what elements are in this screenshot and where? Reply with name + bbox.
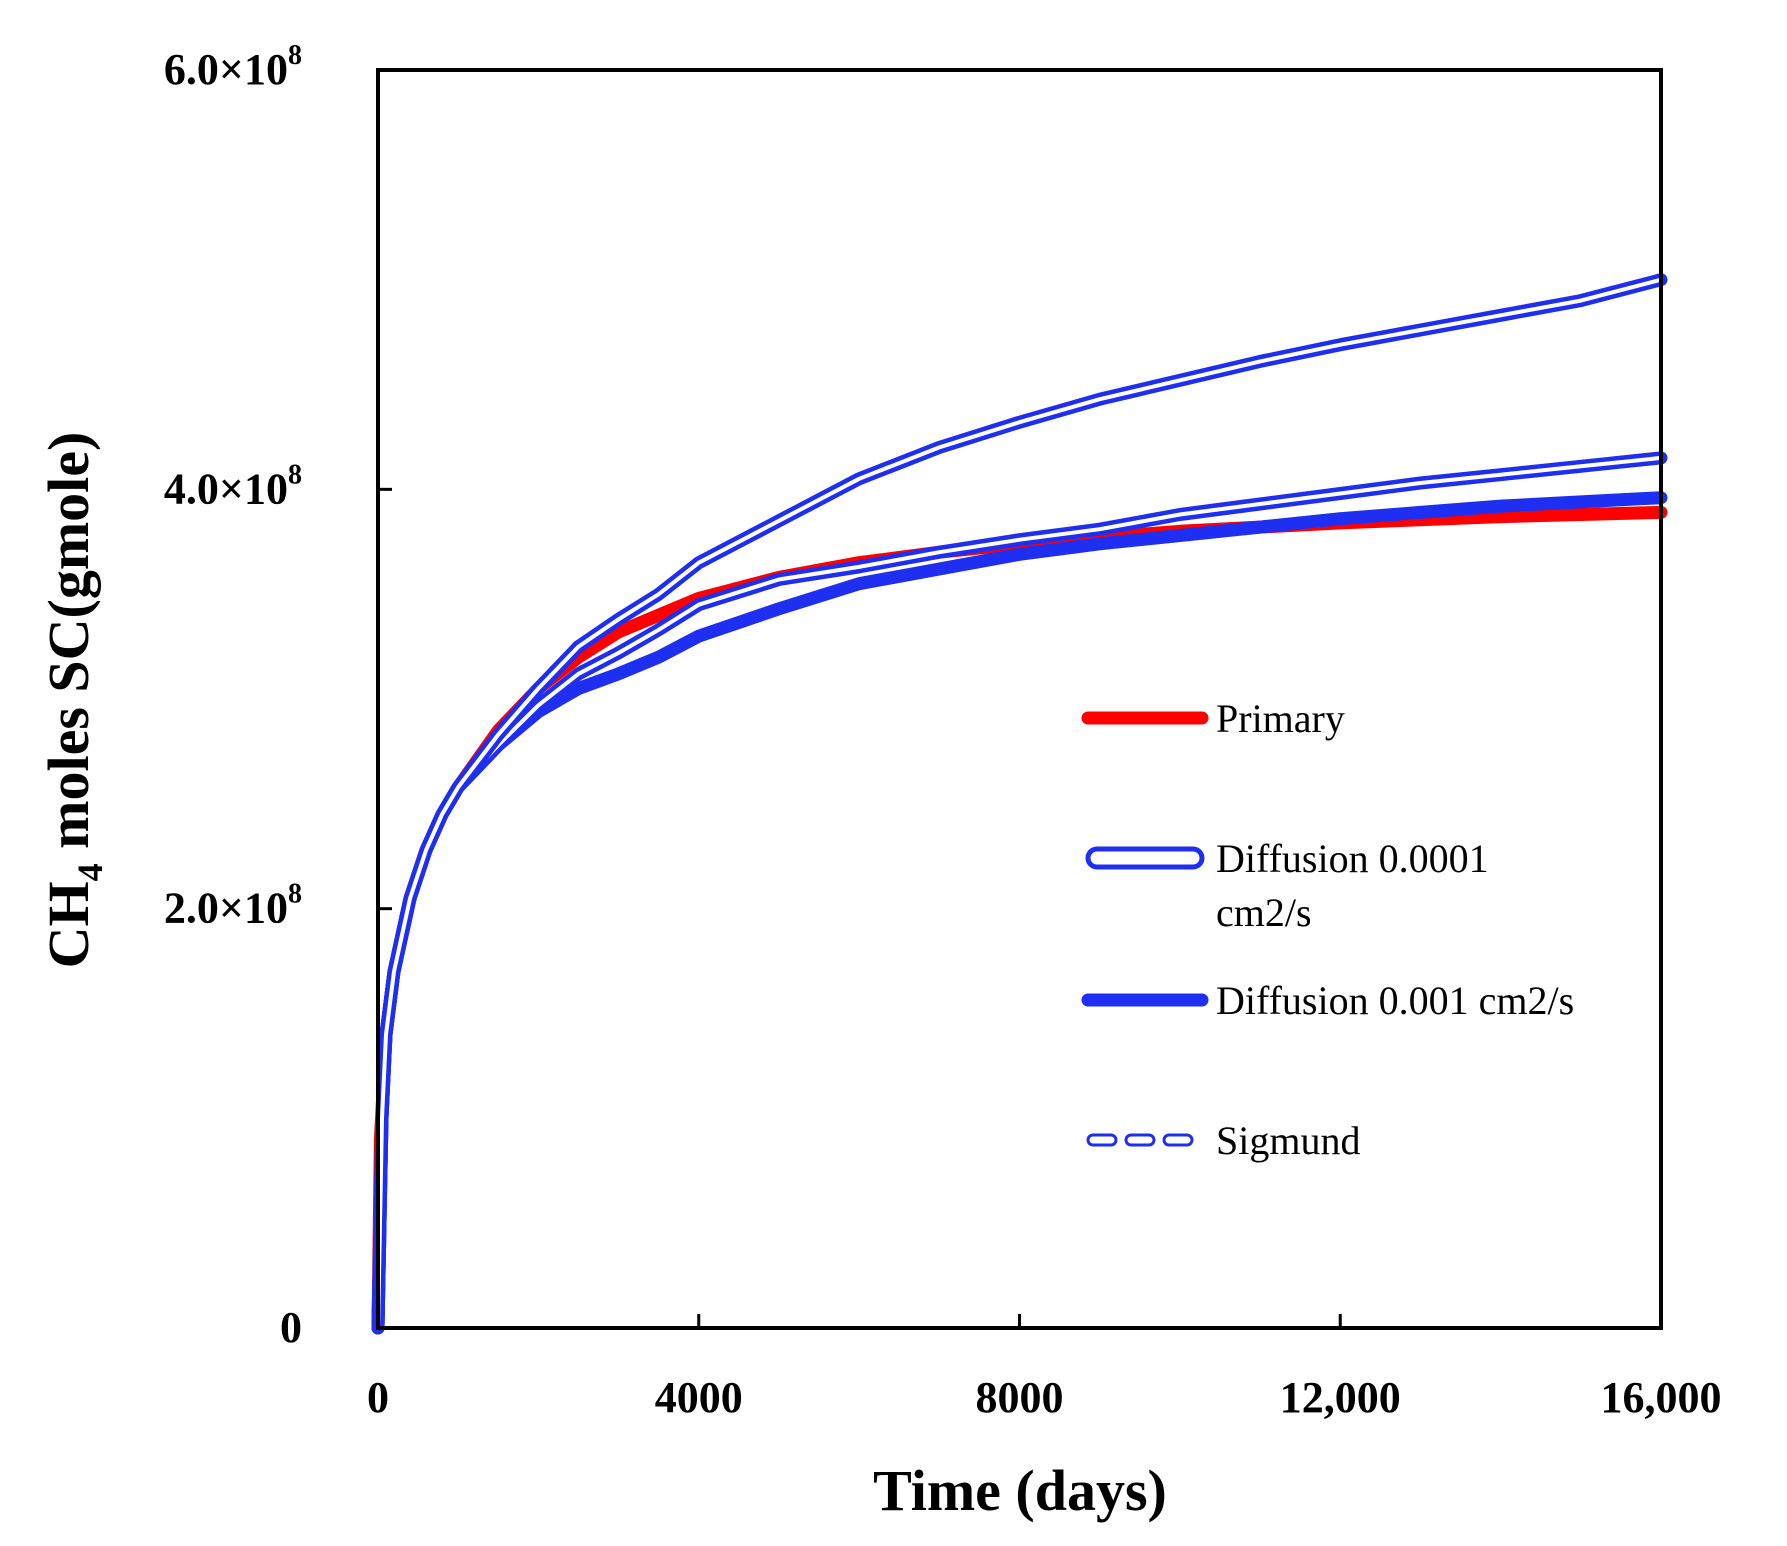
y-tick-label: 4.0×108 — [164, 459, 302, 513]
y-tick-label-exp: 8 — [288, 459, 302, 490]
legend-label: Primary — [1216, 696, 1345, 741]
y-axis-title-base: CH — [36, 881, 101, 968]
legend-label: Sigmund — [1216, 1118, 1360, 1163]
series-line-diffusion-0-001-cm2-s — [371, 491, 1668, 1335]
legend-label: Diffusion 0.0001 cm2/s — [1216, 836, 1489, 935]
y-axis-title: CH4 moles SC(gmole) — [36, 432, 110, 969]
legend-label-line2: cm2/s — [1216, 890, 1312, 935]
legend-label: Diffusion 0.001 cm2/s — [1216, 978, 1574, 1023]
x-tick-label: 0 — [367, 1373, 389, 1422]
y-axis-title-rest: moles SC(gmole) — [36, 432, 101, 864]
x-tick-label: 4000 — [655, 1373, 743, 1422]
legend-swatch — [1124, 1133, 1156, 1147]
y-tick-label-base: 0 — [280, 1303, 302, 1352]
series-line-primary — [371, 505, 1668, 1335]
legend-swatch — [1086, 1133, 1118, 1147]
legend-item: Sigmund — [1086, 1118, 1360, 1163]
legend-swatch — [1085, 846, 1205, 870]
ticks-layer: 0 4000 8000 12,000 16,00002.0×1084.0×1086.0×… — [164, 40, 1722, 1422]
y-tick-label-base: 2.0×10 — [164, 884, 288, 933]
x-tick-label: 16,000 — [1601, 1373, 1722, 1422]
legend-item: Diffusion 0.0001 cm2/s — [1085, 836, 1489, 935]
series-layer — [371, 273, 1668, 1335]
series-line-sigmund — [371, 273, 1668, 1335]
series-line-diffusion-0-0001-cm2-s — [371, 451, 1668, 1335]
legend-label-line1: Diffusion 0.0001 — [1216, 836, 1489, 881]
y-tick-label-base: 4.0×10 — [164, 464, 288, 513]
series-line-inner — [376, 277, 1662, 1329]
series-line-inner — [376, 455, 1663, 1330]
x-axis-title: Time (days) — [873, 1458, 1167, 1523]
x-tick-label: 8000 — [976, 1373, 1064, 1422]
y-tick-label: 0 — [280, 1303, 302, 1352]
legend-swatch — [1162, 1133, 1194, 1147]
x-tick-label: 12,000 — [1280, 1373, 1401, 1422]
legend-item: Diffusion 0.001 cm2/s — [1081, 978, 1574, 1023]
y-tick-label-base: 6.0×10 — [164, 45, 288, 94]
legend-item: Primary — [1081, 696, 1345, 741]
y-tick-label-exp: 8 — [288, 879, 302, 910]
y-axis-title-sub: 4 — [70, 863, 110, 881]
y-tick-label: 2.0×108 — [164, 879, 302, 933]
y-tick-label-exp: 8 — [288, 40, 302, 71]
y-tick-label: 6.0×108 — [164, 40, 302, 94]
